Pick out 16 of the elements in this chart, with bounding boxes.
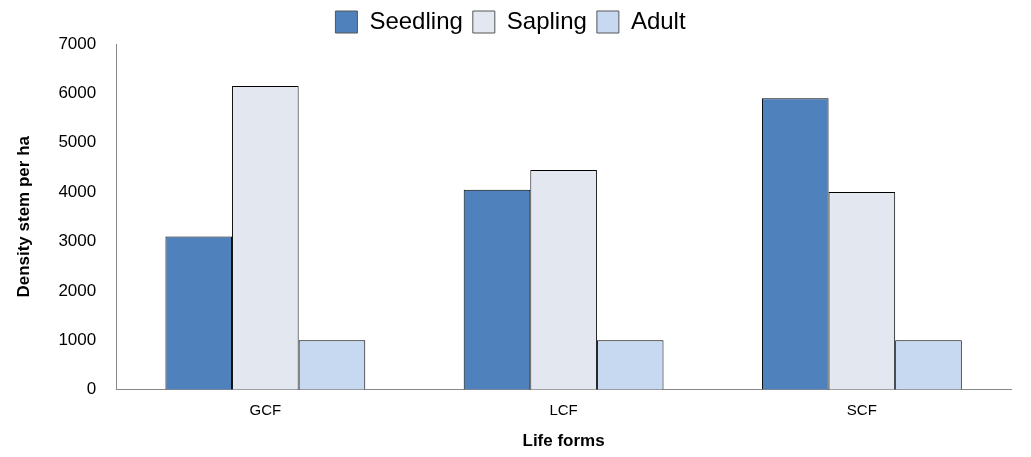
legend-label: Seedling (369, 6, 463, 34)
y-tick-label: 3000 (58, 231, 97, 251)
y-tick-label: 7000 (58, 33, 97, 53)
legend-label: Adult (630, 6, 686, 34)
y-axis-title: Density stem per ha (13, 135, 33, 298)
y-tick-label: 4000 (58, 181, 97, 201)
y-tick-label: 0 (86, 379, 97, 399)
y-tick-label: 2000 (58, 280, 97, 300)
y-tick-label: 5000 (58, 132, 97, 152)
x-tick-label: SCF (846, 400, 877, 418)
legend-label: Sapling (506, 6, 587, 34)
y-tick-label: 1000 (58, 329, 97, 349)
x-tick-label: LCF (549, 400, 578, 418)
x-axis-title: Life forms (522, 431, 605, 451)
x-tick-label: GCF (249, 400, 282, 418)
y-tick-label: 6000 (58, 83, 97, 103)
